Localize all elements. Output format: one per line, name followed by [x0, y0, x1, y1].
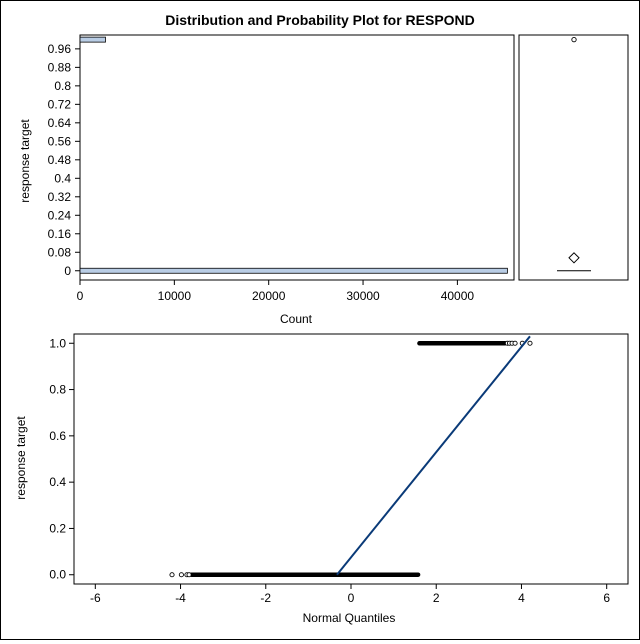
histogram-y-label: response target	[18, 119, 32, 203]
probability-point	[527, 340, 533, 346]
boxplot-mean-marker	[568, 252, 580, 264]
probability-y-tick-label: 0.4	[49, 475, 66, 489]
probability-x-label: Normal Quantiles	[303, 611, 396, 625]
histogram-frame	[79, 34, 515, 281]
probability-x-tick-label: -6	[90, 591, 101, 605]
probability-y-tick-label: 0.6	[49, 429, 66, 443]
probability-y-tick-label: 0.0	[49, 568, 66, 582]
probability-point	[512, 340, 518, 346]
histogram-y-tick-label: 0.16	[48, 227, 72, 241]
probability-x-tick-label: 6	[603, 591, 610, 605]
boxplot-frame	[518, 34, 629, 281]
histogram-y-tick-label: 0.8	[54, 79, 71, 93]
histogram-y-tick-label: 0.4	[54, 171, 71, 185]
probability-y-tick-label: 1.0	[49, 336, 66, 350]
histogram-y-tick-label: 0.96	[48, 42, 72, 56]
probability-point-band-1	[417, 341, 508, 346]
histogram-x-tick-label: 40000	[441, 289, 475, 303]
boxplot-outlier	[571, 36, 577, 43]
histogram-y-tick-label: 0.72	[48, 97, 72, 111]
histogram-y-tick-label: 0.64	[48, 116, 72, 130]
histogram-x-tick-label: 0	[77, 289, 84, 303]
probability-point	[186, 572, 192, 578]
probability-x-tick-label: -4	[175, 591, 186, 605]
probability-point	[169, 572, 175, 578]
histogram-x-label: Count	[280, 312, 313, 326]
histogram-y-tick-label: 0.88	[48, 60, 72, 74]
probability-plot-frame	[73, 333, 629, 585]
histogram-x-tick-label: 20000	[252, 289, 286, 303]
probability-y-tick-label: 0.8	[49, 383, 66, 397]
probability-x-tick-label: 2	[433, 591, 440, 605]
probability-point	[178, 572, 184, 578]
histogram-bar	[79, 36, 106, 43]
probability-x-tick-label: 4	[518, 591, 525, 605]
histogram-y-tick-label: 0.08	[48, 245, 72, 259]
chart-title: Distribution and Probability Plot for RE…	[165, 12, 475, 28]
probability-point-band-0	[189, 572, 421, 577]
histogram-x-tick-label: 10000	[158, 289, 192, 303]
probability-y-label: response target	[14, 416, 28, 500]
probability-x-tick-label: 0	[348, 591, 355, 605]
normal-reference-line	[336, 335, 531, 576]
histogram-y-tick-label: 0.48	[48, 153, 72, 167]
histogram-x-tick-label: 30000	[346, 289, 380, 303]
histogram-y-tick-label: 0	[64, 264, 71, 278]
histogram-y-tick-label: 0.32	[48, 190, 72, 204]
histogram-y-tick-label: 0.24	[48, 208, 72, 222]
histogram-y-tick-label: 0.56	[48, 134, 72, 148]
probability-x-tick-label: -2	[260, 591, 271, 605]
histogram-bar	[79, 267, 508, 274]
probability-y-tick-label: 0.2	[49, 521, 66, 535]
